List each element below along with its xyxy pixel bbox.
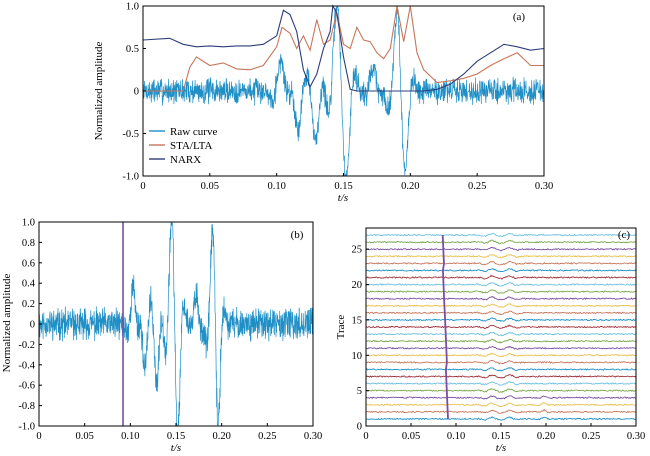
panel-c-xtick-label: 0.25 bbox=[582, 431, 600, 442]
panel-a-ytick-label: -0.5 bbox=[122, 129, 139, 140]
panel-c-trace bbox=[365, 359, 637, 365]
panel-a-frame bbox=[142, 5, 545, 177]
panel-c-ytick-label: 0 bbox=[357, 422, 362, 433]
panel-c-trace bbox=[366, 345, 637, 351]
panel-b-frame bbox=[38, 221, 314, 427]
panel-c-trace bbox=[365, 282, 637, 287]
panel-b-xlabel: t/s bbox=[171, 442, 181, 454]
panel-c-trace bbox=[365, 253, 637, 259]
panel-c-trace bbox=[365, 324, 637, 330]
panel-c-trace bbox=[365, 374, 637, 379]
panel-a-ytick-label: 0.5 bbox=[126, 44, 139, 55]
panel-b-xtick-label: 0.30 bbox=[304, 431, 322, 442]
panel-a-ytick-label: 0 bbox=[134, 87, 139, 98]
panel-b-ytick-label: 0.6 bbox=[22, 258, 35, 269]
panel-c-trace bbox=[365, 388, 637, 393]
panel-c-trace bbox=[365, 303, 637, 308]
panel-c-frame bbox=[365, 227, 637, 427]
panel-c-trace bbox=[365, 367, 637, 372]
panel-a-series-narx bbox=[142, 4, 545, 92]
panel-c-ytick-label: 25 bbox=[352, 245, 363, 256]
panel-c-xtick-label: 0.15 bbox=[492, 431, 510, 442]
panel-c-xlabel: t/s bbox=[496, 442, 506, 454]
panel-a-ytick-label: 1.0 bbox=[126, 2, 139, 13]
panel-c-xtick-label: 0.20 bbox=[537, 431, 555, 442]
panel-a-xtick-label: 0.15 bbox=[334, 181, 352, 192]
panel-b-xtick-label: 0.10 bbox=[121, 431, 139, 442]
panel-a-legend: Raw curve STA/LTA NARX bbox=[149, 126, 217, 166]
panel-c-ytick-label: 10 bbox=[352, 351, 363, 362]
panel-c-trace bbox=[365, 289, 637, 294]
panel-c-trace bbox=[365, 317, 637, 322]
panel-b-ytick-label: -0.8 bbox=[18, 401, 35, 412]
panel-b-ytick-label: -1.0 bbox=[18, 422, 35, 433]
panel-a-ytick-label: -1.0 bbox=[122, 172, 139, 183]
panel-b-ytick-label: -0.4 bbox=[18, 360, 35, 371]
panel-c-trace bbox=[365, 239, 637, 245]
panel-b: 0 0.05 0.10 0.15 0.20 0.25 0.301.00.80.60.40.2… bbox=[1, 218, 322, 455]
panel-b-tag: (b) bbox=[291, 229, 304, 241]
legend-label-raw: Raw curve bbox=[170, 126, 217, 138]
panel-c-trace bbox=[365, 295, 637, 301]
panel-b-ytick-label: 0.8 bbox=[22, 238, 35, 249]
panel-c-trace bbox=[365, 338, 637, 344]
panel-c-xtick-label: 0 bbox=[363, 431, 368, 442]
panel-b-xtick-label: 0.05 bbox=[75, 431, 93, 442]
panel-a-tag: (a) bbox=[513, 11, 526, 23]
panel-a-series-raw-curve bbox=[142, 6, 545, 176]
panel-c-xtick-label: 0.10 bbox=[447, 431, 465, 442]
panel-c-tag: (c) bbox=[618, 229, 631, 241]
panel-b-ytick-label: 0.2 bbox=[22, 299, 35, 310]
panel-c-trace bbox=[365, 352, 637, 358]
panel-c-trace bbox=[365, 381, 637, 386]
panel-c-xtick-label: 0.05 bbox=[402, 431, 420, 442]
panel-c-ytick-label: 5 bbox=[357, 386, 362, 397]
legend-label-narx: NARX bbox=[170, 154, 201, 166]
panel-b-ytick-label: -0.2 bbox=[18, 340, 35, 351]
panel-a-xtick-label: 0.05 bbox=[201, 181, 219, 192]
panel-c-trace bbox=[365, 310, 636, 316]
panel-b-ytick-label: 0 bbox=[30, 320, 35, 331]
panel-c-trace bbox=[365, 274, 637, 280]
panel-a: 0 0.05 0.10 0.15 0.20 0.25 0.30 1.0 0.5 0 -0.5 -1.0… bbox=[93, 2, 553, 205]
panel-c-plot: 0 0.05 0.10 0.15 0.20 0.25 0.30 0 5 10 15 20 25 bbox=[352, 232, 645, 442]
panel-b-ytick-label: 0.4 bbox=[22, 279, 36, 290]
panel-c-trace bbox=[365, 246, 637, 252]
panel-a-series-sta-lta bbox=[143, 5, 544, 92]
panel-b-ytick-label: -0.6 bbox=[18, 381, 35, 392]
panel-c-ytick-label: 15 bbox=[352, 315, 363, 326]
panel-b-xtick-label: 0.15 bbox=[167, 431, 185, 442]
panel-a-xtick-label: 0.20 bbox=[401, 181, 419, 192]
panel-c-trace bbox=[365, 402, 637, 408]
panel-c-ylabel: Trace bbox=[335, 315, 347, 340]
legend-label-stalta: STA/LTA bbox=[170, 140, 213, 152]
panel-c-ytick-label: 20 bbox=[352, 280, 363, 291]
panel-c-pick-line bbox=[441, 235, 449, 419]
panel-c-trace bbox=[366, 260, 637, 266]
panel-c-trace bbox=[366, 268, 637, 273]
panel-a-xtick-label: 0.25 bbox=[468, 181, 486, 192]
panel-b-ytick-label: 1.0 bbox=[22, 218, 35, 229]
panel-c-trace bbox=[365, 408, 637, 414]
panel-a-xtick-label: 0.30 bbox=[535, 181, 553, 192]
panel-a-xtick-label: 0.10 bbox=[267, 181, 285, 192]
panel-b-xtick-label: 0.25 bbox=[258, 431, 276, 442]
panel-a-xtick-label: 0 bbox=[140, 181, 145, 192]
panel-b-raw-series bbox=[38, 222, 314, 426]
panel-a-xlabel: t/s bbox=[338, 192, 348, 204]
panel-c-trace bbox=[365, 395, 637, 400]
panel-c-xtick-label: 0.30 bbox=[627, 431, 645, 442]
panel-b-xtick-label: 0.20 bbox=[212, 431, 230, 442]
panel-b-plot: 0 0.05 0.10 0.15 0.20 0.25 0.301.00.80.60.40.2… bbox=[18, 218, 322, 443]
panel-c-trace bbox=[365, 416, 637, 421]
panel-c-trace bbox=[365, 232, 637, 238]
panel-b-xtick-label: 0 bbox=[36, 431, 41, 442]
panel-c-trace bbox=[365, 331, 637, 337]
panel-b-ylabel: Normalized amplitude bbox=[1, 274, 13, 373]
panel-a-ylabel: Normalized amplitude bbox=[93, 42, 105, 141]
